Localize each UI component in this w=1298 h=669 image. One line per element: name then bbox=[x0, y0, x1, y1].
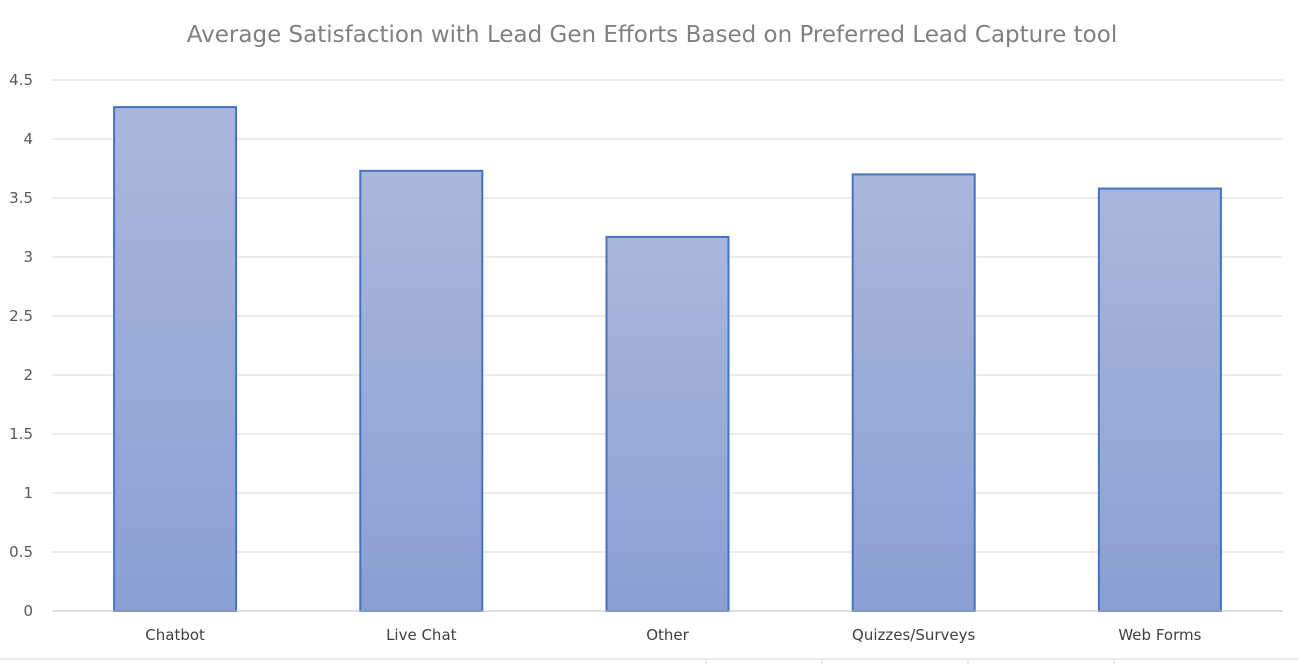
y-tick-label: 3.5 bbox=[9, 189, 33, 207]
bar-other bbox=[605, 235, 730, 612]
y-tick-label: 0 bbox=[23, 602, 33, 620]
bar-live-chat bbox=[359, 169, 484, 613]
bars bbox=[113, 106, 1222, 613]
y-tick-label: 0.5 bbox=[9, 543, 33, 561]
y-tick-label: 3 bbox=[23, 248, 33, 266]
y-tick-label: 1 bbox=[23, 484, 33, 502]
bar-web-forms bbox=[1097, 187, 1222, 612]
x-tick-label: Other bbox=[646, 626, 689, 644]
y-tick-label: 2.5 bbox=[9, 307, 33, 325]
x-tick-label: Live Chat bbox=[386, 626, 457, 644]
axes bbox=[0, 610, 1298, 664]
x-tick-label: Web Forms bbox=[1118, 626, 1201, 644]
bar-quizzes-surveys bbox=[851, 173, 976, 612]
y-tick-label: 2 bbox=[23, 366, 33, 384]
x-axis-ticks: Chatbot Live Chat Other Quizzes/Surveys Web … bbox=[145, 626, 1201, 644]
y-tick-label: 4 bbox=[23, 130, 33, 148]
x-tick-label: Chatbot bbox=[145, 626, 205, 644]
x-tick-label: Quizzes/Surveys bbox=[852, 626, 976, 644]
chart-title: Average Satisfaction with Lead Gen Effor… bbox=[187, 22, 1117, 48]
y-tick-label: 1.5 bbox=[9, 425, 33, 443]
y-tick-label: 4.5 bbox=[9, 71, 33, 89]
y-axis-ticks: 0 0.5 1 1.5 2 2.5 3 3.5 4 4.5 bbox=[9, 71, 33, 620]
bar-chatbot bbox=[113, 106, 238, 612]
